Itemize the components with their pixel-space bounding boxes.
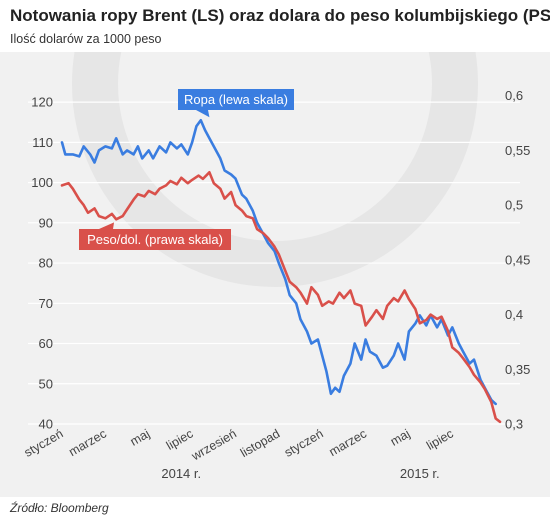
- x-tick-label: wrzesień: [188, 426, 239, 463]
- brent-series-line: [60, 118, 497, 406]
- right-tick-label: 0,6: [505, 88, 523, 103]
- peso-series-tag: Peso/dol. (prawa skala): [79, 222, 231, 250]
- left-tick-label: 90: [39, 215, 53, 230]
- x-tick-label: listopad: [238, 426, 282, 460]
- year-label: 2015 r.: [400, 466, 440, 481]
- watermark-ring: [72, 52, 478, 287]
- peso-series-line: [60, 171, 502, 424]
- right-tick-label: 0,5: [505, 198, 523, 213]
- left-tick-label: 60: [39, 336, 53, 351]
- chart-title: Notowania ropy Brent (LS) oraz dolara do…: [10, 6, 550, 25]
- peso-tag-box: [79, 229, 231, 250]
- peso-tag-pointer: [99, 222, 115, 229]
- right-axis: 0,3 0,35 0,4 0,45 0,5 0,55 0,6: [505, 88, 530, 431]
- left-tick-label: 50: [39, 376, 53, 391]
- x-tick-label: lipiec: [164, 426, 196, 452]
- peso-tag-label: Peso/dol. (prawa skala): [87, 232, 223, 247]
- right-tick-label: 0,55: [505, 143, 530, 158]
- x-tick-label: marzec: [327, 426, 369, 459]
- left-axis: 40 50 60 70 80 90 100 110 120: [31, 95, 53, 432]
- brent-tag-box: [178, 89, 294, 110]
- left-tick-label: 40: [39, 417, 53, 432]
- left-tick-label: 100: [31, 175, 53, 190]
- left-tick-label: 120: [31, 95, 53, 110]
- tag-layer: Ropa (lewa skala) Peso/dol. (prawa skala): [79, 89, 294, 250]
- plot-area: 40 50 60 70 80 90 100 110 120 0,3 0,35 0,4 0,45 0,5 0…: [0, 52, 550, 497]
- left-tick-label: 110: [32, 135, 53, 150]
- x-tick-label: lipiec: [424, 426, 456, 452]
- x-tick-label: maj: [388, 426, 412, 448]
- right-tick-label: 0,4: [505, 307, 523, 322]
- right-tick-label: 0,3: [505, 417, 523, 432]
- x-tick-label: maj: [128, 426, 152, 448]
- x-tick-label: marzec: [66, 426, 108, 459]
- x-tick-label: styczeń: [282, 426, 326, 459]
- chart-subtitle: Ilość dolarów za 1000 peso: [10, 32, 162, 46]
- left-tick-label: 70: [39, 296, 53, 311]
- year-label: 2014 r.: [161, 466, 201, 481]
- right-tick-label: 0,35: [505, 362, 530, 377]
- watermark: [72, 52, 478, 287]
- brent-series-tag: Ropa (lewa skala): [178, 89, 294, 118]
- brent-tag-pointer: [196, 110, 210, 118]
- left-tick-label: 80: [39, 256, 53, 271]
- series-layer: [60, 118, 502, 424]
- right-tick-label: 0,45: [505, 252, 530, 267]
- brent-tag-label: Ropa (lewa skala): [184, 92, 288, 107]
- grid-lines: [28, 101, 520, 425]
- source-note: Źródło: Bloomberg: [10, 501, 109, 515]
